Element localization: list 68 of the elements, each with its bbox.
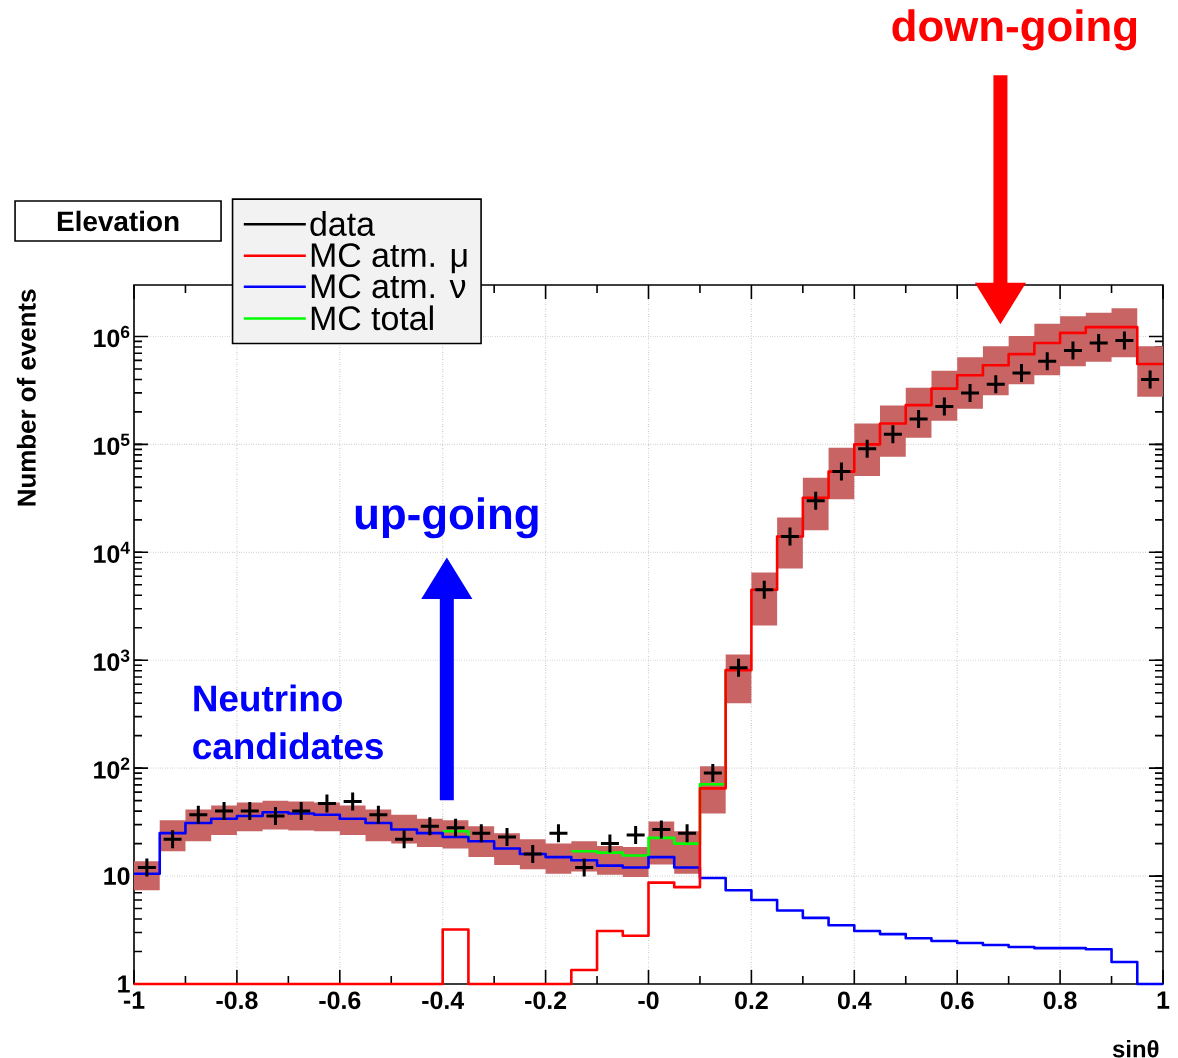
y-tick-label: 10$^{6}$ bbox=[94, 325, 130, 348]
point bbox=[342, 791, 364, 813]
chart-title: Elevation bbox=[57, 210, 179, 232]
x-tick-label: 0.4 bbox=[837, 991, 872, 1010]
point bbox=[779, 526, 801, 548]
point bbox=[753, 579, 775, 601]
x-tick-label: 0.8 bbox=[1043, 991, 1077, 1010]
point bbox=[445, 817, 467, 839]
y-tick-label: 10$^{5}$ bbox=[94, 433, 130, 456]
point bbox=[419, 815, 441, 837]
x-tick-label: 0.6 bbox=[940, 991, 974, 1010]
point bbox=[650, 819, 672, 841]
point bbox=[830, 461, 852, 483]
point bbox=[908, 408, 930, 430]
x-tick-label: -1 bbox=[123, 991, 145, 1009]
y-tick-label: 10$^{2}$ bbox=[94, 757, 130, 779]
x-tick-label: -0.8 bbox=[216, 991, 258, 1010]
x-tick-label: 0.2 bbox=[735, 991, 768, 1010]
point bbox=[676, 822, 698, 844]
point bbox=[805, 490, 827, 512]
point bbox=[1113, 329, 1135, 351]
point bbox=[522, 843, 544, 865]
point bbox=[1011, 362, 1033, 384]
point bbox=[316, 793, 338, 815]
point bbox=[470, 822, 492, 844]
point bbox=[856, 438, 878, 460]
y-tick-label: 10$^{4}$ bbox=[94, 541, 130, 563]
legend-label: MC total bbox=[311, 305, 433, 331]
x-axis-title: sinθ bbox=[1112, 1039, 1159, 1058]
x-tick-label: 1 bbox=[1157, 991, 1170, 1009]
annotation: up-going bbox=[355, 497, 538, 539]
y-tick-label: 10 bbox=[104, 867, 130, 885]
point bbox=[573, 857, 595, 879]
x-tick-label: -0 bbox=[638, 991, 659, 1010]
legend-label: data bbox=[310, 211, 375, 236]
legend-label: MC atm. ν bbox=[311, 274, 466, 299]
point bbox=[187, 804, 209, 826]
point bbox=[882, 423, 904, 445]
point bbox=[547, 822, 569, 844]
point bbox=[393, 828, 415, 850]
annotation: Neutrino candidates bbox=[193, 684, 383, 760]
legend-label: MC atm. μ bbox=[311, 243, 467, 274]
point bbox=[496, 826, 518, 848]
text: down-going bbox=[892, 9, 1137, 51]
point bbox=[213, 800, 235, 822]
point bbox=[933, 395, 955, 417]
point bbox=[264, 805, 286, 827]
point bbox=[625, 824, 647, 846]
point bbox=[599, 833, 621, 855]
point bbox=[985, 373, 1007, 395]
point bbox=[1036, 350, 1058, 372]
point bbox=[959, 382, 981, 404]
point bbox=[702, 762, 724, 784]
x-tick-label: -0.4 bbox=[422, 991, 465, 1010]
point bbox=[1088, 332, 1110, 354]
point bbox=[728, 657, 750, 679]
point bbox=[162, 828, 184, 850]
point bbox=[136, 857, 158, 879]
point bbox=[1062, 340, 1084, 362]
y-tick-label: 1 bbox=[118, 975, 130, 993]
x-tick-label: -0.6 bbox=[319, 991, 361, 1010]
y-tick-label: 10$^{3}$ bbox=[94, 649, 130, 671]
point bbox=[367, 804, 389, 826]
point bbox=[239, 800, 261, 822]
point bbox=[290, 800, 312, 822]
x-tick-label: -0.2 bbox=[525, 991, 567, 1010]
y-axis-title: Number of events bbox=[16, 289, 36, 506]
point bbox=[1139, 368, 1161, 390]
